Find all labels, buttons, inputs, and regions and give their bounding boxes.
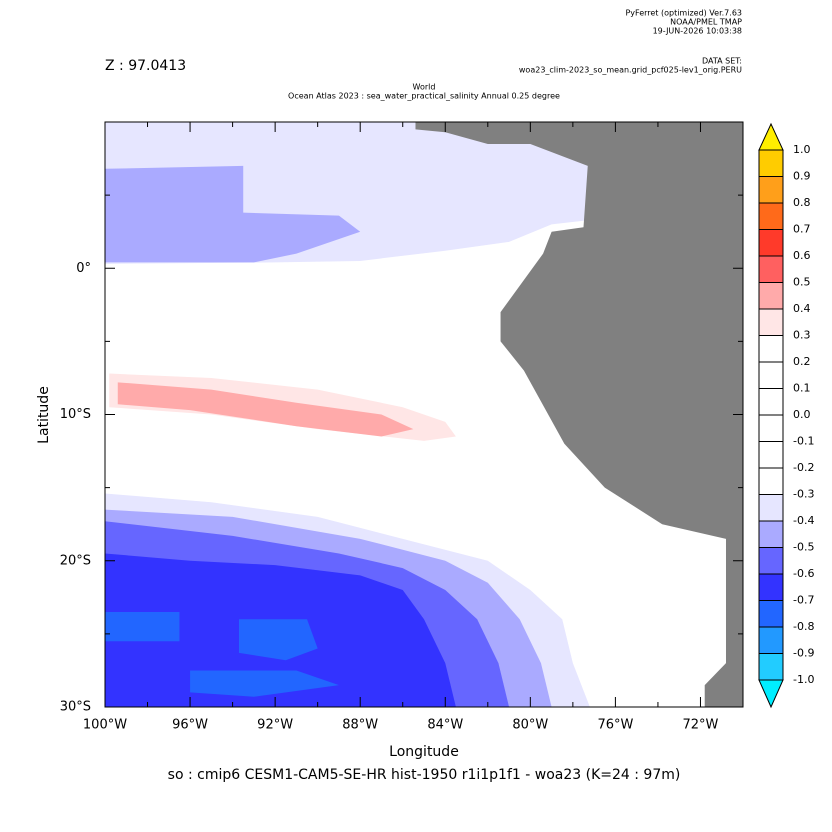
colorbar-box <box>758 414 784 442</box>
colorbar-label: -0.7 <box>793 594 814 607</box>
colorbar-label: -0.5 <box>793 541 814 554</box>
y-tick-label: 30°S <box>60 700 91 715</box>
colorbar-box <box>758 335 784 363</box>
x-tick-label: 92°W <box>257 718 293 733</box>
colorbar-label: -0.9 <box>793 647 814 660</box>
colorbar-label: -1.0 <box>793 673 814 686</box>
colorbar-box <box>758 547 784 575</box>
date: 19-JUN-2026 10:03:38 <box>653 27 742 36</box>
y-axis-label: Latitude <box>36 386 52 444</box>
colorbar-label: -0.4 <box>793 514 814 527</box>
salinity-region <box>190 670 339 697</box>
x-tick-label: 96°W <box>172 718 208 733</box>
dataset-label: DATA SET: <box>702 57 742 66</box>
colorbar-label: 0.9 <box>793 170 811 183</box>
dataset: woa23_clim-2023_so_mean.grid_pcf025-lev1… <box>519 66 742 75</box>
chart-title: World <box>413 83 436 92</box>
colorbar-box <box>758 520 784 548</box>
salinity-region <box>117 382 414 437</box>
colorbar-label: -0.2 <box>793 461 814 474</box>
colorbar-label: 0.7 <box>793 223 811 236</box>
colorbar-label: -0.8 <box>793 620 814 633</box>
colorbar-box <box>758 255 784 283</box>
colorbar-label: 0.8 <box>793 196 811 209</box>
colorbar-label: -0.3 <box>793 488 814 501</box>
colorbar-box <box>758 176 784 204</box>
colorbar-box <box>758 308 784 336</box>
colorbar-box <box>758 600 784 628</box>
colorbar-label: 0.2 <box>793 355 811 368</box>
y-tick-label: 20°S <box>60 553 91 568</box>
colorbar-box <box>758 494 784 522</box>
x-tick-label: 100°W <box>83 718 127 733</box>
colorbar-label: 1.0 <box>793 143 811 156</box>
chart-subtitle: Ocean Atlas 2023 : sea_water_practical_s… <box>288 92 560 101</box>
salinity-region <box>238 619 318 661</box>
colorbar-box <box>758 361 784 389</box>
colorbar-box <box>758 388 784 416</box>
colorbar-label: 0.0 <box>793 408 811 421</box>
colorbar-label: 0.6 <box>793 249 811 262</box>
colorbar-under <box>758 679 784 709</box>
colorbar-label: 0.5 <box>793 276 811 289</box>
colorbar-box <box>758 441 784 469</box>
y-tick-label: 10°S <box>60 407 91 422</box>
footer: so : cmip6 CESM1-CAM5-SE-HR hist-1950 r1… <box>168 767 681 783</box>
salinity-region <box>105 611 180 642</box>
x-tick-label: 84°W <box>427 718 463 733</box>
salinity-region <box>105 165 361 263</box>
colorbar-box <box>758 573 784 601</box>
colorbar-label: 0.3 <box>793 329 811 342</box>
x-tick-label: 80°W <box>512 718 548 733</box>
colorbar-label: -0.1 <box>793 435 814 448</box>
colorbar-label: -0.6 <box>793 567 814 580</box>
colorbar-box <box>758 202 784 230</box>
colorbar-over <box>758 122 784 151</box>
y-tick-label: 0° <box>76 261 91 276</box>
colorbar-box <box>758 282 784 310</box>
colorbar-box <box>758 149 784 177</box>
lab: NOAA/PMEL TMAP <box>670 18 742 27</box>
colorbar-box <box>758 653 784 681</box>
colorbar-label: 0.4 <box>793 302 811 315</box>
program: PyFerret (optimized) Ver.7.63 <box>625 9 742 18</box>
colorbar-label: 0.1 <box>793 382 811 395</box>
x-tick-label: 88°W <box>342 718 378 733</box>
colorbar-box <box>758 626 784 654</box>
z-level: Z : 97.0413 <box>105 58 186 74</box>
x-axis-label: Longitude <box>389 744 459 760</box>
land <box>415 122 743 707</box>
x-tick-label: 76°W <box>597 718 633 733</box>
colorbar-box <box>758 467 784 495</box>
colorbar-box <box>758 229 784 257</box>
x-tick-label: 72°W <box>683 718 719 733</box>
